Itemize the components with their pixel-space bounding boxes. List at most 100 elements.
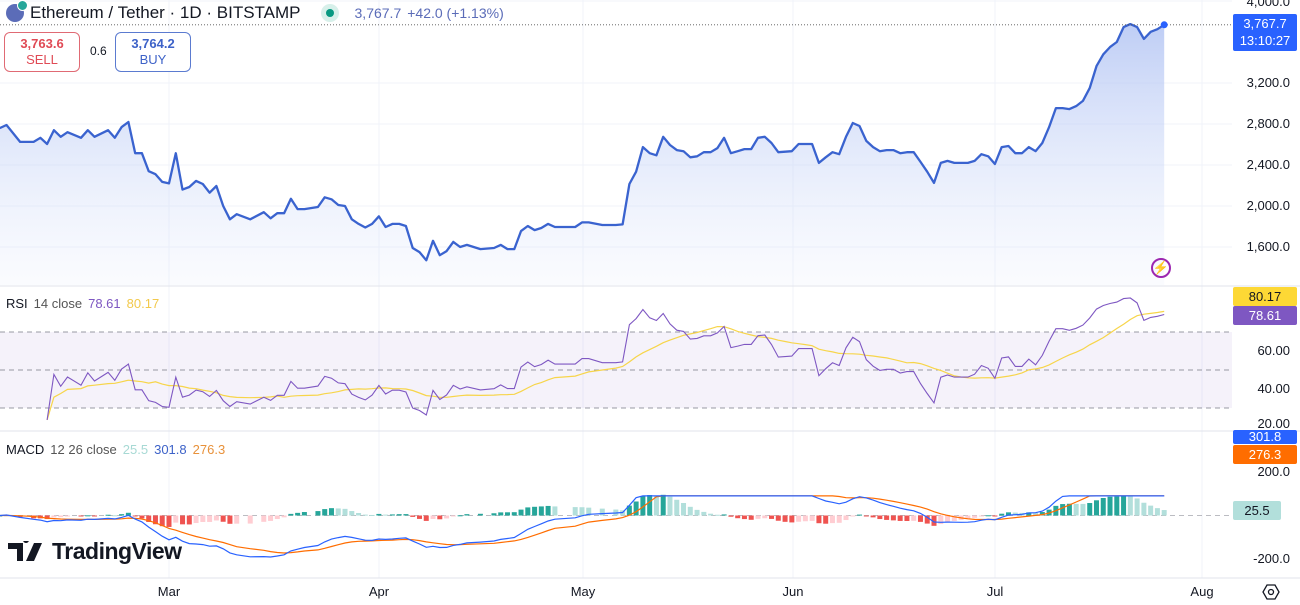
macd-histogram-bar — [972, 515, 978, 518]
macd-histogram-bar — [498, 512, 504, 516]
macd-axis-label: -200.0 — [1253, 551, 1290, 566]
macd-histogram-bar — [857, 514, 863, 516]
macd-histogram-bar — [762, 515, 768, 519]
macd-histogram-bar — [268, 515, 274, 521]
time-axis-label: May — [570, 584, 596, 599]
macd-histogram-bar — [193, 515, 199, 524]
macd-histogram-bar — [965, 515, 971, 519]
macd-histogram-bar — [450, 515, 456, 517]
macd-histogram-bar — [105, 514, 111, 516]
macd-histogram-bar — [491, 513, 497, 516]
time-axis-label: Apr — [368, 584, 390, 599]
macd-histogram-bar — [897, 515, 903, 521]
price-series-line — [0, 22, 1165, 262]
price-axis-label: 3,200.0 — [1246, 75, 1290, 90]
rsi-title: RSI — [6, 296, 28, 311]
macd-histogram-bar — [708, 513, 714, 516]
macd-histogram-bar — [166, 515, 172, 527]
macd-histogram-bar — [464, 514, 470, 516]
last-price-tag-value: 3,767.7 — [1243, 16, 1287, 31]
macd-histogram-bar — [342, 508, 348, 516]
macd-histogram-bar — [1033, 512, 1039, 516]
macd-histogram-bar — [687, 506, 693, 516]
macd-histogram-bar — [261, 515, 267, 522]
last-price-tag: 3,767.7 13:10:27 — [1233, 14, 1297, 51]
macd-histogram-bar — [119, 514, 125, 516]
macd-histogram-bar — [1121, 495, 1127, 516]
macd-histogram-bar — [843, 515, 849, 521]
macd-histogram-bar — [823, 515, 829, 524]
rsi-axis-label: 20.00 — [1257, 416, 1290, 431]
symbol-title[interactable]: Ethereum / Tether · 1D · BITSTAMP — [30, 3, 301, 22]
macd-histogram-bar — [44, 515, 50, 520]
macd-histogram-bar — [992, 515, 998, 517]
macd-histogram-bar — [1161, 510, 1167, 516]
macd-histogram-bar — [1066, 503, 1072, 516]
buy-label: BUY — [139, 52, 167, 67]
sell-price: 3,763.6 — [20, 36, 64, 51]
macd-histogram-bar — [748, 515, 754, 520]
buy-button[interactable]: 3,764.2 BUY — [115, 32, 191, 72]
macd-signal-value: 276.3 — [192, 442, 226, 457]
macd-histogram-bar — [1134, 498, 1140, 516]
macd-histogram-bar — [132, 515, 138, 517]
macd-histogram-bar — [667, 496, 673, 516]
macd-histogram-bar — [647, 495, 653, 516]
macd-histogram-bar — [1154, 508, 1160, 516]
tradingview-logo-icon — [8, 540, 42, 561]
macd-histogram-bar — [389, 514, 395, 516]
time-axis-label: Mar — [157, 584, 181, 599]
macd-histogram-bar — [850, 515, 856, 517]
macd-legend[interactable]: MACD 12 26 close 25.5 301.8 276.3 — [6, 442, 231, 457]
macd-line — [0, 495, 1165, 558]
macd-histogram-bar — [437, 515, 443, 520]
macd-histogram-bar — [396, 514, 402, 516]
spread: 0.6 — [90, 44, 107, 58]
macd-histogram-bar — [173, 515, 179, 523]
macd-histogram-bar — [924, 515, 930, 524]
price-axis-label: 4,000.0 — [1246, 0, 1290, 9]
macd-histogram-bar — [220, 515, 226, 522]
macd-histogram-bar — [532, 506, 538, 516]
macd-histogram-bar — [1093, 500, 1099, 516]
macd-histogram-bar — [274, 515, 280, 520]
macd-histogram-bar — [1107, 496, 1113, 516]
macd-histogram-bar — [234, 515, 240, 524]
settings-icon[interactable] — [1262, 583, 1280, 601]
macd-histogram-bar — [931, 515, 937, 526]
macd-histogram-bar — [430, 515, 436, 519]
macd-histogram-bar — [735, 515, 741, 519]
macd-histogram-bar — [626, 505, 632, 516]
macd-histogram-bar — [525, 507, 531, 516]
macd-histogram-bar — [789, 515, 795, 523]
buy-price: 3,764.2 — [131, 36, 175, 51]
macd-histogram-bar — [877, 515, 883, 520]
macd-histogram-bar — [125, 512, 131, 516]
rsi-legend[interactable]: RSI 14 close 78.61 80.17 — [6, 296, 165, 311]
macd-histogram-bar — [829, 515, 835, 524]
price-axis-label: 2,800.0 — [1246, 116, 1290, 131]
sell-button[interactable]: 3,763.6 SELL — [4, 32, 80, 72]
macd-histogram-bar — [728, 515, 734, 517]
macd-histogram-bar — [301, 512, 307, 516]
rsi-ma-tag: 80.17 — [1233, 287, 1297, 306]
macd-histogram-bar — [423, 515, 429, 521]
macd-histogram-bar — [945, 515, 951, 523]
tradingview-logo[interactable]: TradingView — [8, 538, 182, 565]
macd-histogram-bar — [362, 514, 368, 516]
macd-histogram-bar — [599, 508, 605, 516]
macd-histogram-bar — [836, 515, 842, 523]
macd-histogram-bar — [112, 515, 118, 517]
macd-histogram-bar — [633, 501, 639, 516]
lightning-icon[interactable]: ⚡ — [1151, 258, 1171, 278]
macd-histogram-bar — [1060, 504, 1066, 516]
macd-histogram-bar — [1039, 512, 1045, 516]
macd-histogram-bar — [904, 515, 910, 521]
macd-histogram-bar — [457, 515, 463, 517]
macd-histogram-bar — [349, 511, 355, 516]
macd-histogram-bar — [863, 515, 869, 517]
symbol-header: Ethereum / Tether · 1D · BITSTAMP 3,767.… — [6, 0, 504, 23]
macd-histogram-bar — [295, 512, 301, 516]
price-change: +42.0 (+1.13%) — [407, 5, 504, 21]
